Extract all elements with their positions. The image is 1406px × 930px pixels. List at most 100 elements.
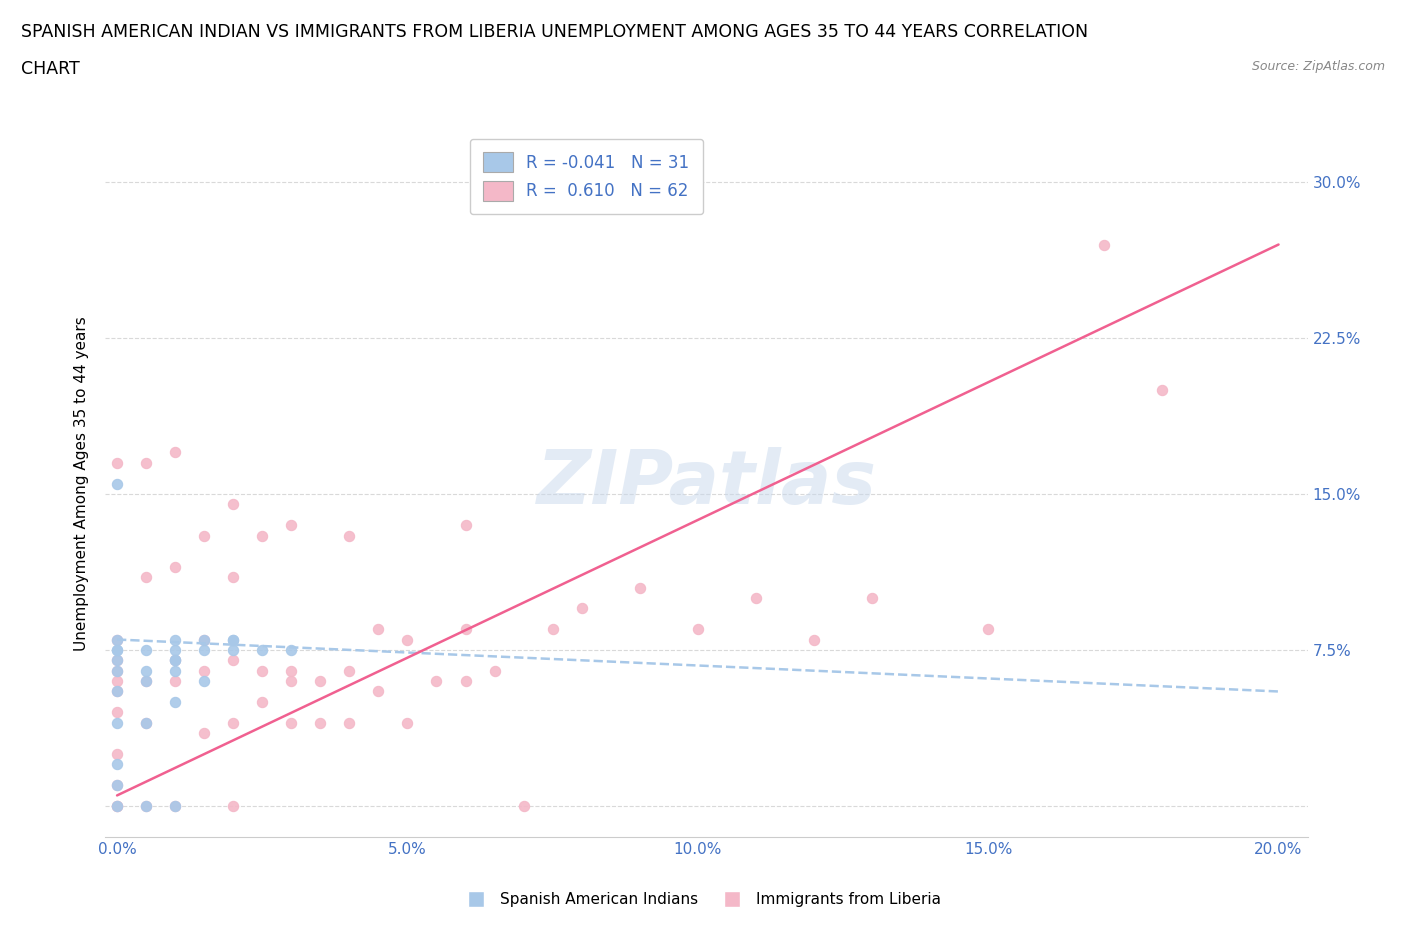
Point (105, 798, 128, 813)
Point (628, 580, 651, 595)
Point (165, 559, 187, 574)
Point (105, 715, 128, 730)
Point (222, 715, 245, 730)
Point (222, 570, 245, 585)
Point (135, 456, 157, 471)
Point (686, 621, 709, 636)
Point (165, 643, 187, 658)
Point (396, 715, 419, 730)
Y-axis label: Unemployment Among Ages 35 to 44 years: Unemployment Among Ages 35 to 44 years (75, 316, 90, 651)
Point (222, 632, 245, 647)
Point (135, 715, 157, 730)
Point (165, 798, 187, 813)
Point (105, 747, 128, 762)
Point (337, 715, 360, 730)
Point (135, 798, 157, 813)
Point (454, 673, 477, 688)
Point (454, 621, 477, 636)
Point (1152, 382, 1174, 397)
Point (105, 653, 128, 668)
Point (1092, 237, 1115, 252)
Point (105, 476, 128, 491)
Point (165, 653, 187, 668)
Point (222, 798, 245, 813)
Point (280, 518, 302, 533)
Point (105, 798, 128, 813)
Point (105, 684, 128, 699)
Point (105, 663, 128, 678)
Point (165, 653, 187, 668)
Point (193, 725, 215, 740)
Point (105, 643, 128, 658)
Point (280, 673, 302, 688)
Point (280, 715, 302, 730)
Point (165, 445, 187, 459)
Point (222, 653, 245, 668)
Text: ZIPatlas: ZIPatlas (537, 447, 876, 520)
Point (484, 663, 506, 678)
Point (193, 528, 215, 543)
Point (165, 653, 187, 668)
Point (977, 621, 1000, 636)
Point (165, 663, 187, 678)
Point (193, 663, 215, 678)
Point (280, 643, 302, 658)
Point (135, 570, 157, 585)
Point (280, 663, 302, 678)
Point (860, 591, 883, 605)
Text: Source: ZipAtlas.com: Source: ZipAtlas.com (1251, 60, 1385, 73)
Text: CHART: CHART (21, 60, 80, 78)
Point (105, 663, 128, 678)
Point (165, 632, 187, 647)
Point (135, 663, 157, 678)
Point (745, 591, 768, 605)
Point (135, 798, 157, 813)
Point (193, 632, 215, 647)
Point (105, 673, 128, 688)
Point (425, 673, 447, 688)
Point (252, 695, 274, 710)
Point (222, 497, 245, 512)
Point (105, 632, 128, 647)
Point (135, 673, 157, 688)
Point (105, 757, 128, 772)
Point (252, 663, 274, 678)
Point (105, 653, 128, 668)
Text: SPANISH AMERICAN INDIAN VS IMMIGRANTS FROM LIBERIA UNEMPLOYMENT AMONG AGES 35 TO: SPANISH AMERICAN INDIAN VS IMMIGRANTS FR… (21, 23, 1088, 41)
Point (367, 621, 389, 636)
Point (135, 673, 157, 688)
Point (367, 684, 389, 699)
Point (105, 632, 128, 647)
Point (105, 684, 128, 699)
Point (571, 601, 593, 616)
Point (252, 528, 274, 543)
Point (541, 621, 564, 636)
Legend: Spanish American Indians, Immigrants from Liberia: Spanish American Indians, Immigrants fro… (458, 886, 948, 913)
Point (105, 777, 128, 792)
Point (396, 632, 419, 647)
Point (454, 518, 477, 533)
Point (105, 777, 128, 792)
Legend: R = -0.041   N = 31, R =  0.610   N = 62: R = -0.041 N = 31, R = 0.610 N = 62 (470, 139, 703, 214)
Point (105, 705, 128, 720)
Point (165, 798, 187, 813)
Point (803, 632, 825, 647)
Point (193, 673, 215, 688)
Point (252, 643, 274, 658)
Point (222, 632, 245, 647)
Point (165, 673, 187, 688)
Point (309, 715, 332, 730)
Point (309, 673, 332, 688)
Point (512, 798, 534, 813)
Point (165, 695, 187, 710)
Point (193, 643, 215, 658)
Point (105, 798, 128, 813)
Point (105, 456, 128, 471)
Point (135, 715, 157, 730)
Point (337, 528, 360, 543)
Point (135, 643, 157, 658)
Point (337, 663, 360, 678)
Point (105, 643, 128, 658)
Point (193, 632, 215, 647)
Point (222, 643, 245, 658)
